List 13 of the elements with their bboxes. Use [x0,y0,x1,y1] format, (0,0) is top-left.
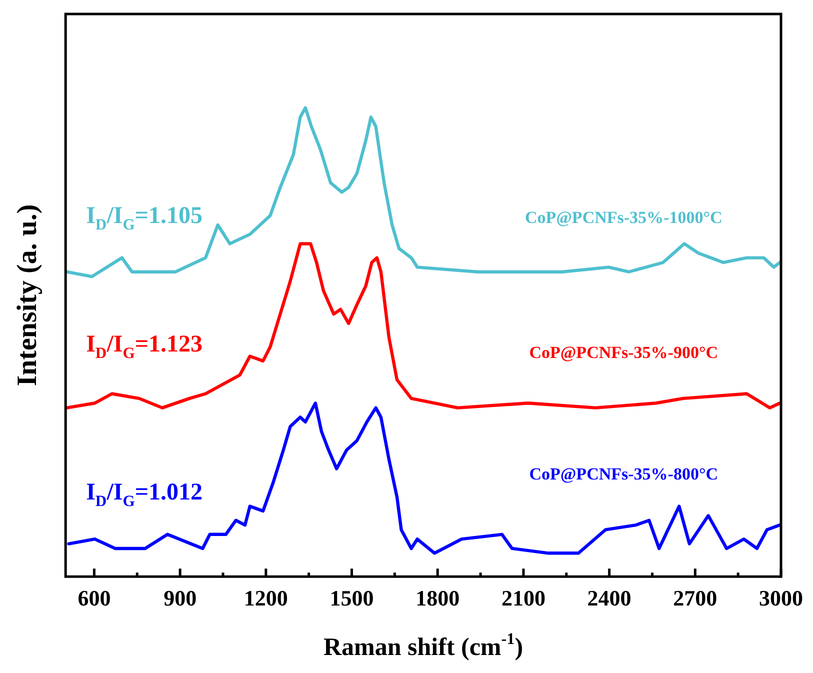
y-axis-title: Intensity (a. u.) [12,204,44,386]
x-tick-label: 1500 [330,585,374,610]
x-tick-label: 1200 [244,585,288,610]
x-tick-label: 600 [78,585,111,610]
series-label: CoP@PCNFs-35%-1000°C [524,208,722,228]
x-tick-label: 900 [164,585,197,610]
x-tick-label: 3000 [759,585,803,610]
x-tick-label: 1800 [416,585,460,610]
x-tick-label: 2400 [587,585,632,610]
series-label: CoP@PCNFs-35%-800°C [529,464,718,484]
series-label: CoP@PCNFs-35%-900°C [529,343,718,362]
x-tick-label: 2700 [673,585,718,610]
x-tick-label: 2100 [501,585,546,610]
